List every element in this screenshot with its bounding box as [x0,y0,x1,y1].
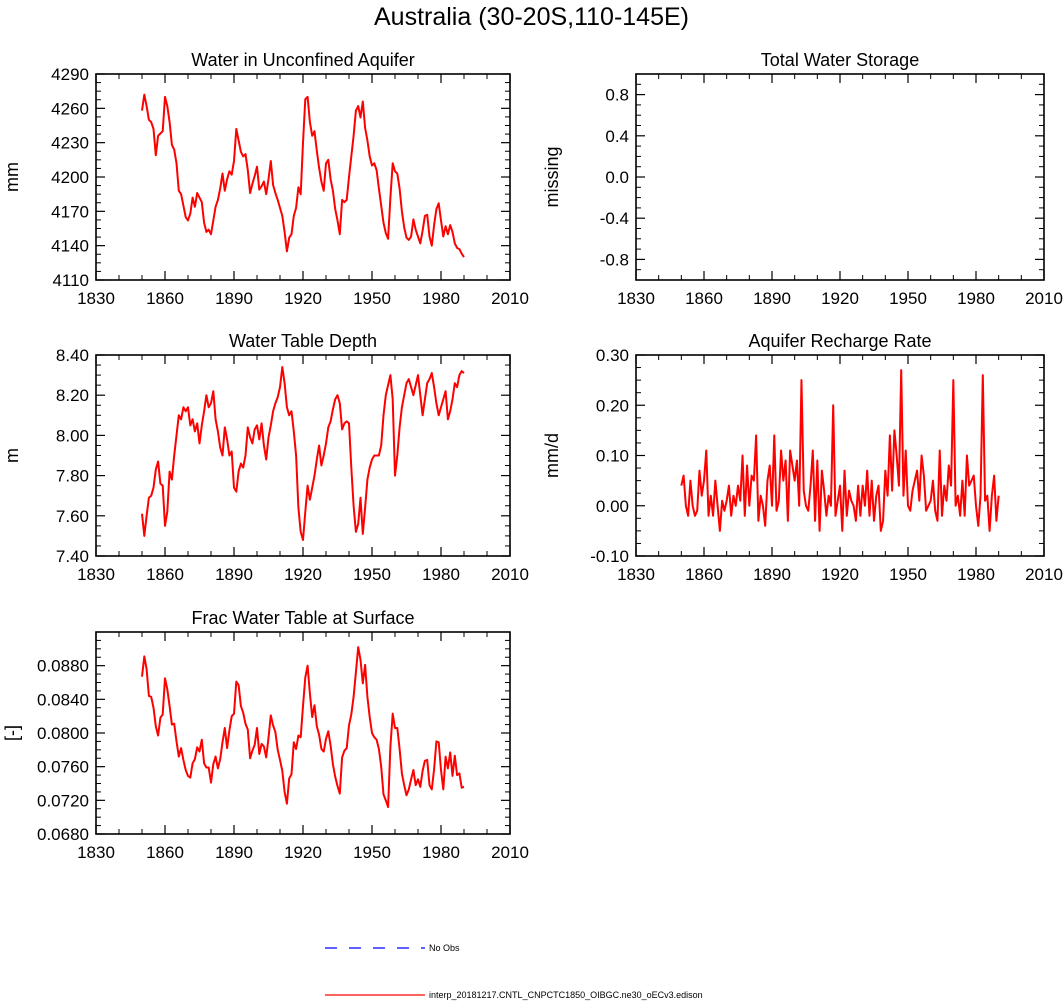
panel-title: Total Water Storage [761,50,919,70]
x-tick-label: 1830 [617,565,655,584]
x-tick-label: 1920 [821,289,859,308]
y-tick-label: 4230 [51,134,89,153]
x-tick-label: 1950 [353,843,391,862]
y-tick-label: 8.00 [56,426,89,445]
panel-title: Water Table Depth [229,331,377,351]
y-tick-label: 4110 [52,271,89,290]
page-title: Australia (30-20S,110-145E) [374,3,689,31]
x-tick-label: 2010 [1025,289,1063,308]
y-tick-label: 0.20 [596,396,629,415]
y-tick-label: -0.10 [590,547,629,566]
x-tick-label: 1830 [77,843,115,862]
y-tick-label: 0.0 [605,168,629,187]
x-tick-label: 1890 [753,289,791,308]
y-tick-label: 0.0840 [37,690,89,709]
x-tick-label: 1950 [889,565,927,584]
panel-title: Frac Water Table at Surface [191,608,414,628]
panel-frac-water-table-surface: Frac Water Table at Surface [-] 1830 1860 18… [2,608,529,862]
x-tick-label: 1950 [353,289,391,308]
y-tick-label: 0.4 [605,127,629,146]
panel-total-water-storage: Total Water Storage missing 1830 1860 1890 19… [542,50,1063,308]
x-tick-label: 1830 [617,289,655,308]
x-tick-label: 1890 [753,565,791,584]
x-tick-label: 1860 [146,289,184,308]
y-tick-label: 7.60 [56,507,89,526]
x-tick-label: 2010 [491,289,529,308]
x-tick-label: 1890 [215,565,253,584]
panel-aquifer-recharge-rate: Aquifer Recharge Rate mm/d 1830 1860 1890 192… [542,331,1063,584]
y-tick-label: 0.30 [596,346,629,365]
legend-label-model: interp_20181217.CNTL_CNPCTC1850_OIBGC.ne… [429,990,703,1000]
y-tick-label: 4290 [51,65,89,84]
y-axis-label: [-] [2,725,22,741]
y-tick-label: 4170 [51,202,89,221]
series-line [141,366,465,541]
y-tick-label: 0.0680 [37,825,89,844]
y-tick-label: 0.0760 [37,758,89,777]
x-tick-label: 1950 [353,565,391,584]
legend: No Obs interp_20181217.CNTL_CNPCTC1850_OI… [325,943,703,1000]
x-tick-label: 1860 [685,289,723,308]
y-tick-label: 0.8 [605,86,629,105]
x-tick-label: 1890 [215,289,253,308]
y-tick-label: 4140 [51,237,89,256]
panel-title: Aquifer Recharge Rate [748,331,931,351]
x-tick-label: 1980 [957,565,995,584]
y-tick-label: 0.0880 [37,657,89,676]
series-line [141,646,465,809]
x-tick-label: 1920 [284,565,322,584]
y-tick-label: 8.40 [56,346,89,365]
x-tick-label: 1980 [957,289,995,308]
x-tick-label: 2010 [491,565,529,584]
x-tick-label: 1890 [215,843,253,862]
legend-label-no-obs: No Obs [429,943,460,953]
x-tick-label: 1980 [422,289,460,308]
x-tick-label: 1830 [77,565,115,584]
series-line [680,369,1000,532]
plot-frame [635,73,1045,281]
y-axis-label: mm [2,162,22,192]
y-tick-label: 8.20 [56,386,89,405]
y-tick-label: 4260 [51,99,89,118]
x-tick-label: 1920 [821,565,859,584]
y-tick-label: 0.0720 [37,791,89,810]
y-tick-label: -0.8 [600,250,629,269]
panel-water-table-depth: Water Table Depth m 1830 1860 1890 1920 1950 19… [2,331,529,584]
panel-title: Water in Unconfined Aquifer [191,50,414,70]
y-tick-label: 0.00 [596,497,629,516]
x-tick-label: 2010 [491,843,529,862]
y-tick-label: 7.40 [56,547,89,566]
series-line [141,93,465,258]
y-axis-label: mm/d [542,433,562,478]
x-tick-label: 1950 [889,289,927,308]
x-tick-label: 1980 [422,843,460,862]
y-tick-label: 0.0800 [37,724,89,743]
y-tick-label: -0.4 [600,209,629,228]
x-tick-label: 1920 [284,843,322,862]
x-tick-label: 1830 [77,289,115,308]
plot-frame [95,354,511,557]
x-tick-label: 2010 [1025,565,1063,584]
plot-frame [95,73,511,281]
x-tick-label: 1860 [685,565,723,584]
y-axis-label: m [2,448,22,463]
panel-water-unconfined-aquifer: Water in Unconfined Aquifer mm 1830 1860 189… [2,50,529,308]
y-tick-label: 7.80 [56,467,89,486]
x-tick-label: 1980 [422,565,460,584]
y-axis-label: missing [542,146,562,207]
y-tick-label: 4200 [51,168,89,187]
y-tick-label: 0.10 [596,447,629,466]
x-tick-label: 1920 [284,289,322,308]
x-tick-label: 1860 [146,565,184,584]
x-tick-label: 1860 [146,843,184,862]
